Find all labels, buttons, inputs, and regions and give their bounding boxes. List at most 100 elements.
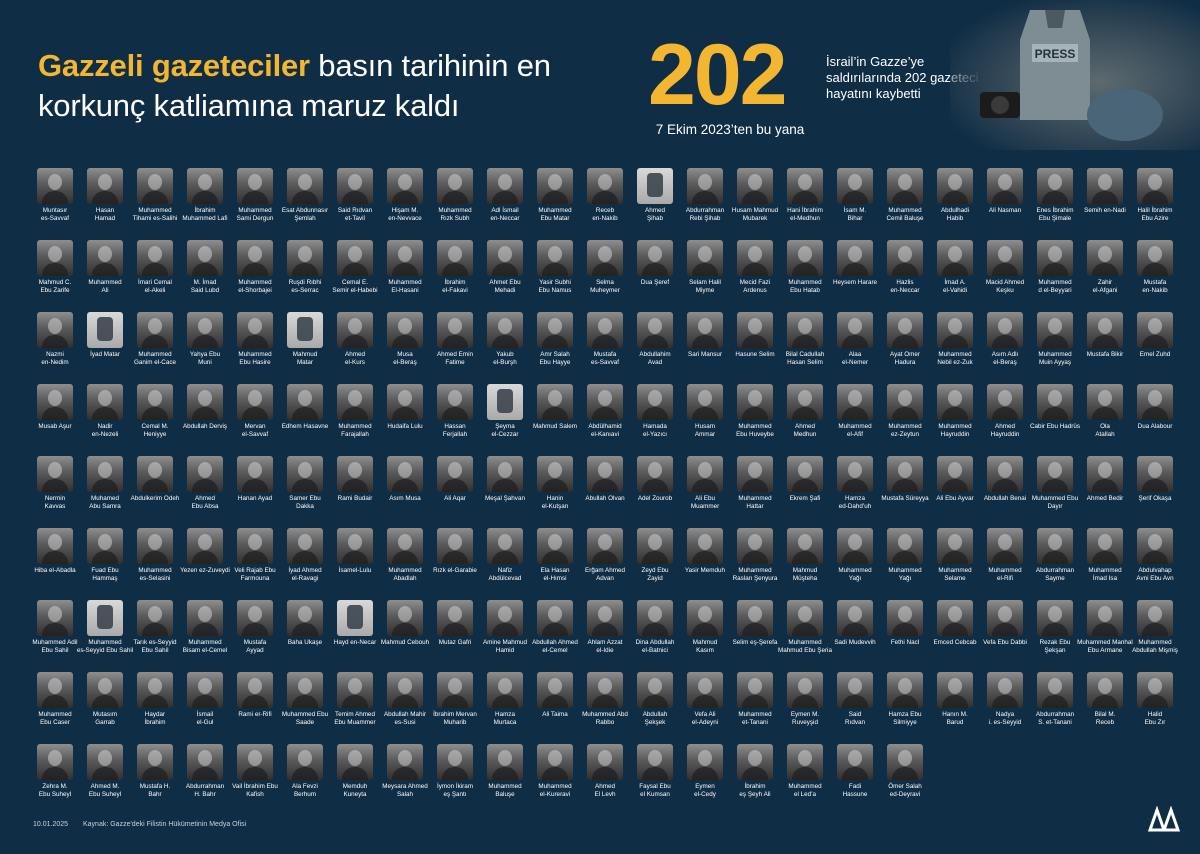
journalist-card: Dua Şeref xyxy=(630,240,680,312)
journalist-name: Amr Salah Ebu Hayye xyxy=(539,351,571,366)
journalist-photo xyxy=(237,456,273,492)
journalist-photo xyxy=(537,600,573,636)
journalist-photo xyxy=(987,384,1023,420)
journalist-name: Muntasır es-Savvaf xyxy=(41,207,69,222)
journalist-photo xyxy=(287,384,323,420)
journalist-card: Mervan el-Savvaf xyxy=(230,384,280,456)
journalist-card: Vefa Ali el-Adeyni xyxy=(680,672,730,744)
journalist-card: Hazlis en-Neccar xyxy=(880,240,930,312)
journalist-card: Husam Ammar xyxy=(680,384,730,456)
journalist-photo xyxy=(487,456,523,492)
journalist-photo xyxy=(787,528,823,564)
journalist-name: Muhammed Ebu Hatab xyxy=(788,279,822,294)
journalist-name: M. İmad Said Lubd xyxy=(190,279,220,294)
journalist-name: Muhammed es-Selasini xyxy=(138,567,172,582)
journalist-name: Vail İbrahim Ebu Kafish xyxy=(232,783,278,798)
journalist-card: Mustafa H. Bahr xyxy=(130,744,180,816)
journalist-name: Hasan Hamad xyxy=(94,207,116,222)
journalist-card: Rami Budair xyxy=(330,456,380,528)
journalist-name: Abdullahim Avad xyxy=(639,351,671,366)
journalist-card: Hanin el-Kutşan xyxy=(530,456,580,528)
press-vest-photo xyxy=(87,312,123,348)
journalist-name: İyad Ahmed el-Ravagi xyxy=(288,567,322,582)
journalist-name: Hişam M. en-Nevvace xyxy=(388,207,422,222)
journalist-name: Muhammed Abadlah xyxy=(388,567,422,582)
journalist-name: Cemal M. Heniyye xyxy=(141,423,169,438)
journalist-card: Muhammed Abd Rabbo xyxy=(580,672,630,744)
journalist-card: Muntasır es-Savvaf xyxy=(30,168,80,240)
journalist-card: Şeyma el-Cezzar xyxy=(480,384,530,456)
journalist-card: Muhammed el Led’a xyxy=(780,744,830,816)
journalist-photo xyxy=(787,168,823,204)
journalist-card: Amr Salah Ebu Hayye xyxy=(530,312,580,384)
since-date: 7 Ekim 2023’ten bu yana xyxy=(655,122,805,137)
journalist-photo xyxy=(187,600,223,636)
journalist-name: Haydar İbrahim xyxy=(144,711,166,726)
journalist-name: Abdulvahap Avni Ebu Avn xyxy=(1136,567,1174,582)
journalist-card: Eymen el-Cedy xyxy=(680,744,730,816)
journalist-card: Abdulkerim Odeh xyxy=(130,456,180,528)
journalist-photo xyxy=(837,528,873,564)
journalist-card: Hişam M. en-Nevvace xyxy=(380,168,430,240)
journalist-card: Abdurrahman Sayme xyxy=(1030,528,1080,600)
journalist-name: Semih en-Nadi xyxy=(1084,207,1126,214)
journalist-photo xyxy=(887,168,923,204)
journalist-photo xyxy=(687,528,723,564)
journalist-name: Cemal E. Semir el-Habebi xyxy=(332,279,378,294)
journalist-card: Hassan Ferjallah xyxy=(430,384,480,456)
journalist-name: Hassan Ferjallah xyxy=(442,423,468,438)
journalist-card: İsmail el-Gul xyxy=(180,672,230,744)
journalist-card: Abdullahim Avad xyxy=(630,312,680,384)
journalist-card: Ahmed Bedir xyxy=(1080,456,1130,528)
journalist-card: Zehra M. Ebu Suheyl xyxy=(30,744,80,816)
journalist-name: Muhammed et-Tanani xyxy=(738,711,772,726)
journalist-photo xyxy=(437,168,473,204)
journalist-card: Hamza Murtaca xyxy=(480,672,530,744)
journalist-name: Ahmed M. Ebu Suheyl xyxy=(88,783,122,798)
journalist-name: Hiba el-Abadla xyxy=(34,567,76,574)
journalist-card: Ali Taima xyxy=(530,672,580,744)
journalist-card: Selim eş-Şerefa xyxy=(730,600,780,672)
journalist-card: Muhammed Baluşe xyxy=(480,744,530,816)
journalist-card: Muhammed Yağı xyxy=(830,528,880,600)
journalist-card: Abdülhamid el-Kanıavi xyxy=(580,384,630,456)
journalist-card: Yasir Memduh xyxy=(680,528,730,600)
journalist-photo xyxy=(937,312,973,348)
journalist-photo xyxy=(1137,600,1173,636)
journalist-photo xyxy=(1037,384,1073,420)
journalist-name: Muhammed Rızk Subh xyxy=(438,207,472,222)
journalist-card: Yasir Subhi Ebu Namus xyxy=(530,240,580,312)
journalist-name: Hanin el-Kutşan xyxy=(541,495,569,510)
journalist-name: Heysem Harare xyxy=(832,279,878,286)
journalist-name: Ahmet Ebu Mehadi xyxy=(489,279,521,294)
journalist-photo xyxy=(887,744,923,780)
journalist-card: İbrahim el-Fakavi xyxy=(430,240,480,312)
journalist-photo xyxy=(787,312,823,348)
journalist-name: Muhammed Manhal Ebu Armane xyxy=(1077,639,1133,654)
journalist-card: Yezen ez-Zuveydi xyxy=(180,528,230,600)
journalist-name: İsmail el-Gul xyxy=(196,711,214,726)
journalist-name: Muhammed El-Hasani xyxy=(388,279,422,294)
journalist-photo xyxy=(537,744,573,780)
journalist-photo xyxy=(237,744,273,780)
journalist-name: Ola Atallah xyxy=(1095,423,1115,438)
journalist-name: Hamza ed-Dahd’uh xyxy=(838,495,872,510)
journalist-photo xyxy=(687,384,723,420)
journalist-card: Abdullah Derviş xyxy=(180,384,230,456)
journalist-name: Ruşdi Rıbhi es-Serrac xyxy=(288,279,322,294)
journalist-card: Vefa Ebu Dabbi xyxy=(980,600,1030,672)
journalist-name: Asım Musa xyxy=(389,495,421,502)
journalist-name: Alaa el-Nemer xyxy=(842,351,868,366)
journalist-name: Adl İsmail en-Neccar xyxy=(490,207,520,222)
journalist-card: Faysal Ebu el Kumsan xyxy=(630,744,680,816)
journalist-photo xyxy=(587,528,623,564)
journalist-photo xyxy=(137,456,173,492)
journalist-name: Yasir Memduh xyxy=(684,567,726,574)
journalist-card: Ayat Omer Hadura xyxy=(880,312,930,384)
journalist-photo xyxy=(887,240,923,276)
journalist-photo xyxy=(1087,528,1123,564)
journalist-card: Zeyd Ebu Zayid xyxy=(630,528,680,600)
journalist-card: Ahmed Ebu Absa xyxy=(180,456,230,528)
journalist-photo xyxy=(287,528,323,564)
journalist-card: Tarık es-Seyyid Ebu Sahil xyxy=(130,600,180,672)
